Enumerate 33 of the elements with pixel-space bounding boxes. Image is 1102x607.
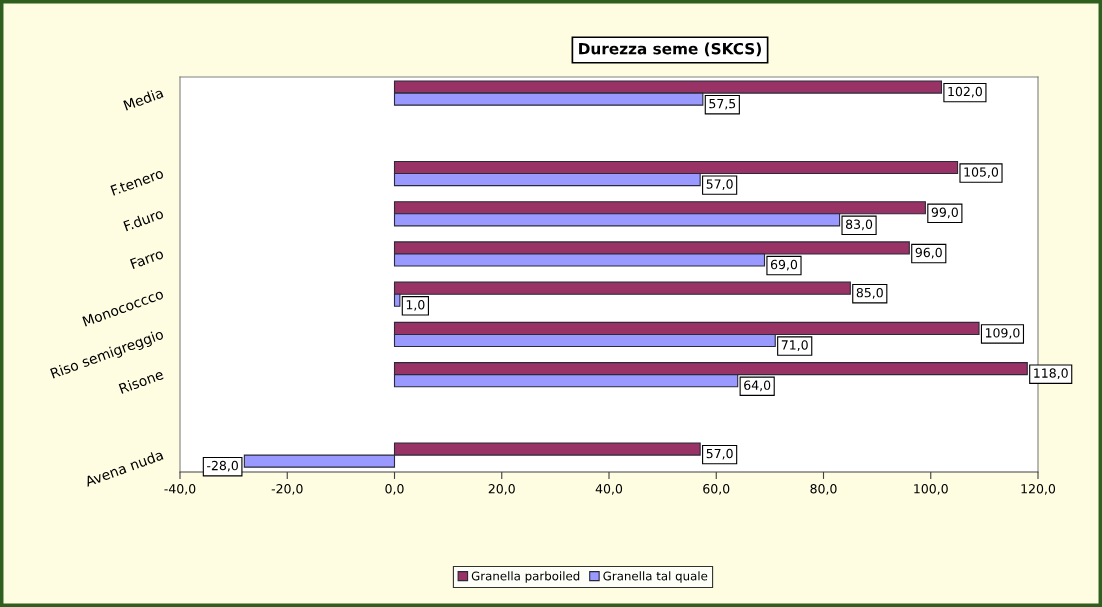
data-label: 57,0: [706, 448, 733, 460]
data-label: 105,0: [964, 167, 999, 178]
data-label: 102,0: [948, 86, 982, 98]
x-tick-label: 100,0: [914, 484, 948, 495]
x-tick-label: 20,0: [488, 484, 515, 495]
x-tick-label: 80,0: [810, 484, 837, 495]
data-label: 109,0: [985, 328, 1020, 339]
legend-label: Granella parboiled: [471, 571, 580, 583]
data-label: 96,0: [915, 247, 942, 259]
legend-label: Granella tal quale: [603, 571, 708, 583]
data-label: 118,0: [1034, 368, 1068, 380]
y-tick-label: Farro: [129, 248, 164, 270]
data-label: 64,0: [744, 380, 771, 392]
x-tick-label: 40,0: [595, 484, 623, 495]
x-tick-label: -40,0: [164, 484, 196, 495]
chart-title: Durezza seme (SKCS): [579, 42, 761, 57]
x-tick-label: 0,0: [385, 484, 404, 495]
x-tick-label: -20,0: [271, 484, 303, 495]
data-label: 69,0: [770, 259, 798, 271]
data-label: -28,0: [207, 460, 238, 472]
data-label: 57,0: [706, 179, 733, 191]
data-label: 71,0: [781, 340, 808, 351]
y-tick-label: Risone: [118, 368, 165, 394]
y-tick-label: Media: [123, 87, 164, 111]
x-tick-label: 60,0: [703, 484, 730, 495]
y-tick-label: Avena nuda: [83, 449, 164, 487]
y-tick-label: F.duro: [123, 207, 164, 232]
data-label: 85,0: [856, 287, 883, 299]
data-label: 1,0: [406, 299, 425, 311]
data-label: 83,0: [845, 219, 873, 231]
x-tick-label: 120,0: [1021, 484, 1056, 495]
data-label: 99,0: [931, 207, 958, 219]
data-label: 57,5: [709, 99, 736, 110]
